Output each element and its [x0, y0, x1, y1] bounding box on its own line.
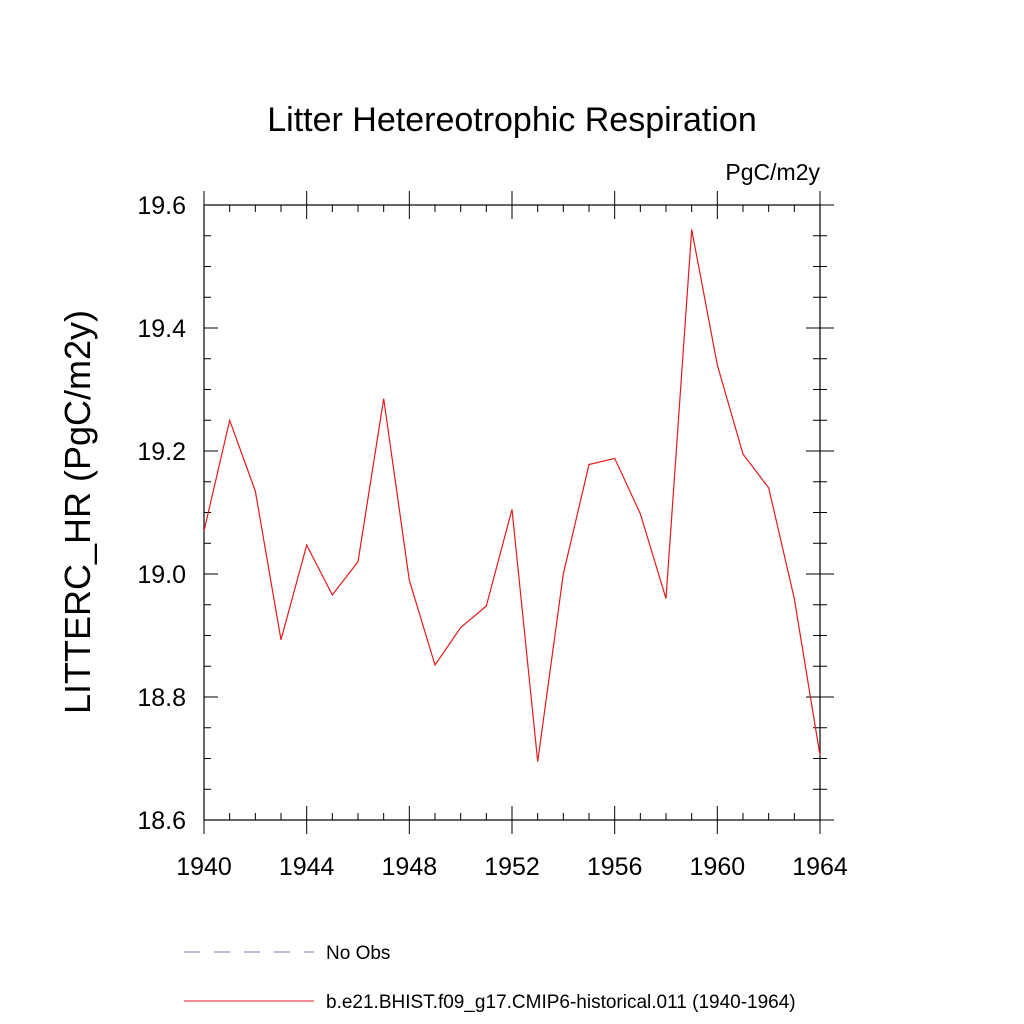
- axes: 18.6 18.8 19.0 19.2 19.4 19.6 1940 1944 1948 1952…: [137, 191, 848, 881]
- series-line: [203, 229, 821, 762]
- chart-title: Litter Hetereotrophic Respiration: [267, 101, 756, 139]
- x-tick-label: 1952: [484, 853, 540, 881]
- x-tick-label: 1940: [176, 853, 232, 881]
- y-axis-title: LITTERC_HR (PgC/m2y): [57, 310, 98, 714]
- legend-label: No Obs: [326, 943, 390, 964]
- y-tick-label: 19.6: [137, 192, 186, 220]
- x-tick-label: 1944: [279, 853, 335, 881]
- x-tick-label: 1964: [792, 853, 848, 881]
- y-tick-label: 19.0: [137, 561, 186, 589]
- y-tick-label: 19.4: [137, 315, 186, 343]
- y-tick-label: 18.6: [137, 807, 186, 835]
- x-tick-label: 1960: [690, 853, 746, 881]
- legend: No Obs b.e21.BHIST.f09_g17.CMIP6-historic…: [184, 943, 796, 1013]
- y-tick-label: 18.8: [137, 684, 186, 712]
- units-label: PgC/m2y: [725, 159, 820, 185]
- series-layer: [203, 229, 821, 762]
- x-tick-label: 1948: [382, 853, 438, 881]
- x-tick-label: 1956: [587, 853, 643, 881]
- legend-label: b.e21.BHIST.f09_g17.CMIP6-historical.011…: [326, 992, 796, 1013]
- y-tick-label: 19.2: [137, 438, 186, 466]
